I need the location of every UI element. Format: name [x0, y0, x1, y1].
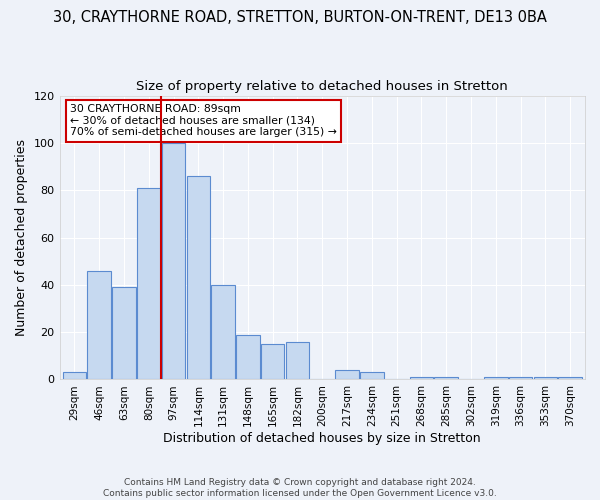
Bar	[286, 342, 309, 380]
Bar	[88, 270, 111, 380]
Bar	[434, 377, 458, 380]
Bar	[410, 377, 433, 380]
X-axis label: Distribution of detached houses by size in Stretton: Distribution of detached houses by size …	[163, 432, 481, 445]
Bar	[62, 372, 86, 380]
Bar	[236, 334, 260, 380]
Bar	[559, 377, 582, 380]
Bar	[335, 370, 359, 380]
Bar	[137, 188, 161, 380]
Bar	[261, 344, 284, 380]
Bar	[360, 372, 383, 380]
Title: Size of property relative to detached houses in Stretton: Size of property relative to detached ho…	[136, 80, 508, 93]
Bar	[187, 176, 210, 380]
Y-axis label: Number of detached properties: Number of detached properties	[15, 139, 28, 336]
Bar	[112, 287, 136, 380]
Bar	[162, 143, 185, 380]
Text: Contains HM Land Registry data © Crown copyright and database right 2024.
Contai: Contains HM Land Registry data © Crown c…	[103, 478, 497, 498]
Bar	[211, 285, 235, 380]
Bar	[484, 377, 508, 380]
Bar	[509, 377, 532, 380]
Text: 30 CRAYTHORNE ROAD: 89sqm
← 30% of detached houses are smaller (134)
70% of semi: 30 CRAYTHORNE ROAD: 89sqm ← 30% of detac…	[70, 104, 337, 138]
Bar	[533, 377, 557, 380]
Text: 30, CRAYTHORNE ROAD, STRETTON, BURTON-ON-TRENT, DE13 0BA: 30, CRAYTHORNE ROAD, STRETTON, BURTON-ON…	[53, 10, 547, 25]
